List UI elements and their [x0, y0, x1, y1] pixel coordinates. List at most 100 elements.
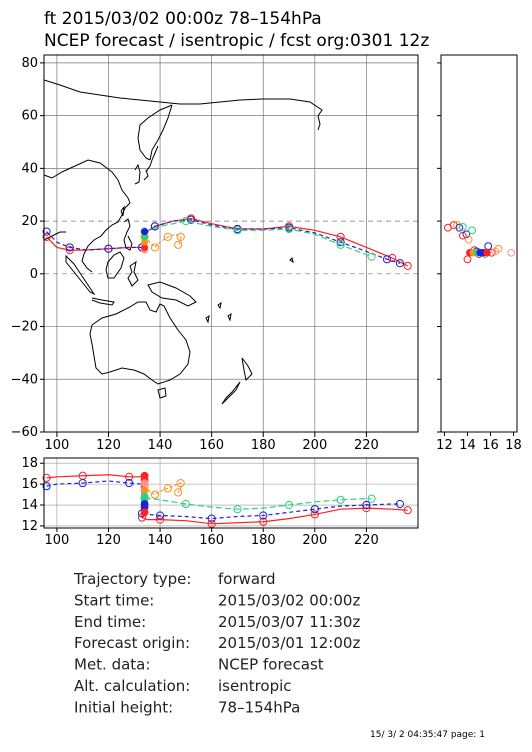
- height-ytick-label: 12: [21, 519, 38, 534]
- height-blue-marker: [42, 482, 51, 491]
- map-red-line: [46, 217, 408, 267]
- footer-timestamp: 15/ 3/ 2 04:35:47 page: 1: [370, 730, 485, 740]
- height-blue-marker: [395, 499, 405, 509]
- height-orange-line: [144, 482, 182, 496]
- height-ytick-label: 16: [21, 477, 38, 492]
- coast-korea: [134, 163, 141, 185]
- map-green-marker: [367, 252, 376, 261]
- height-blue-marker: [78, 478, 87, 488]
- coast-japan: [143, 145, 159, 181]
- map-blue-marker: [395, 259, 405, 268]
- height-red-line: [46, 474, 408, 525]
- height-ticks: 100 120 140 160 180 200 220 18 16 14 12: [21, 456, 378, 548]
- height-blue-marker: [125, 478, 134, 488]
- map-xtick-label: 140: [148, 438, 173, 453]
- side-marker-orange: [453, 221, 462, 229]
- side-start-marker: [483, 249, 491, 257]
- side-xtick-label: 14: [459, 438, 476, 453]
- map-blue-marker: [382, 255, 392, 264]
- height-blue-marker: [155, 511, 165, 520]
- coast-borneo: [105, 251, 125, 279]
- map-orange-marker: [163, 232, 172, 242]
- info-label: Forecast origin:: [74, 634, 190, 652]
- map-ytick-label: −20: [11, 320, 38, 335]
- coast-java: [91, 297, 115, 306]
- side-xtick-label: 16: [482, 438, 499, 453]
- map-green-marker: [181, 216, 190, 226]
- height-start-marker: [140, 508, 149, 517]
- side-markers: [444, 221, 516, 264]
- map-blue-marker: [336, 238, 345, 247]
- height-blue-marker: [207, 514, 216, 523]
- height-red-marker: [207, 519, 216, 528]
- map-orange-marker: [150, 243, 160, 252]
- coast-sumatra: [65, 254, 96, 296]
- height-ytick-label: 18: [21, 456, 38, 471]
- coast-new-guinea: [147, 281, 197, 307]
- height-red-marker: [125, 472, 134, 481]
- coast-philippines: [123, 218, 133, 251]
- map-xtick-label: 100: [44, 438, 69, 453]
- height-green-marker: [284, 500, 294, 510]
- height-xtick-label: 100: [44, 533, 69, 548]
- info-value: isentropic: [218, 677, 292, 695]
- map-green-line: [144, 220, 372, 258]
- map-red-marker: [65, 245, 74, 255]
- side-xtick-label: 12: [436, 438, 453, 453]
- map-ytick-label: 40: [21, 161, 38, 176]
- height-green-marker: [181, 499, 190, 509]
- map-xtick-label: 200: [302, 438, 327, 453]
- side-marker-red: [458, 231, 467, 240]
- map-frame: [43, 54, 419, 433]
- height-xtick-label: 220: [354, 533, 379, 548]
- coast-tasmania: [157, 387, 167, 399]
- info-value: forward: [218, 570, 276, 588]
- side-marker-blue: [484, 242, 493, 251]
- height-orange-marker: [163, 484, 172, 493]
- height-blue-marker: [310, 505, 319, 514]
- side-marker-red: [463, 255, 472, 264]
- coast-northeast-asia: [43, 79, 323, 161]
- coast-australia: [89, 301, 191, 385]
- map-ytick-label: 20: [21, 214, 38, 229]
- side-marker-orange: [494, 244, 503, 253]
- map-ytick-label: −60: [11, 425, 38, 440]
- info-label: Alt. calculation:: [74, 677, 190, 695]
- coastlines: [43, 79, 323, 405]
- map-green-marker: [233, 226, 242, 235]
- map-trajectories: [42, 214, 412, 271]
- map-green-marker: [336, 240, 345, 249]
- height-green-line: [144, 497, 372, 510]
- map-blue-marker: [42, 227, 51, 236]
- map-red-marker: [336, 232, 345, 242]
- height-xtick-label: 140: [148, 533, 173, 548]
- height-start-marker: [140, 479, 149, 487]
- map-xtick-label: 160: [199, 438, 224, 453]
- side-ticks: 12 14 16 18: [436, 62, 522, 453]
- height-red-marker: [259, 517, 268, 526]
- map-red-marker: [403, 261, 412, 271]
- coast-sulawesi: [127, 260, 139, 287]
- map-ytick-label: 0: [30, 267, 38, 282]
- side-marker-pink: [507, 248, 516, 257]
- side-marker-green: [468, 226, 476, 235]
- height-orange-marker: [174, 488, 183, 497]
- side-marker-green: [458, 222, 467, 231]
- info-value: 2015/03/07 11:30z: [218, 613, 360, 631]
- side-marker-blue: [462, 230, 471, 239]
- side-panel: 12 14 16 18: [436, 54, 522, 453]
- map-blue-line: [46, 219, 401, 264]
- map-orange-marker: [176, 232, 185, 242]
- coast-pacific-islands: [205, 257, 294, 324]
- title-line-1: ft 2015/03/02 00:00z 78–154hPa: [44, 9, 322, 29]
- side-marker-blue: [455, 223, 464, 232]
- map-ytick-label: −40: [11, 372, 38, 387]
- height-xtick-label: 160: [199, 533, 224, 548]
- height-blue-marker: [259, 511, 268, 520]
- info-label: Met. data:: [74, 656, 150, 674]
- height-red-marker: [42, 473, 51, 482]
- side-frame: [440, 54, 518, 433]
